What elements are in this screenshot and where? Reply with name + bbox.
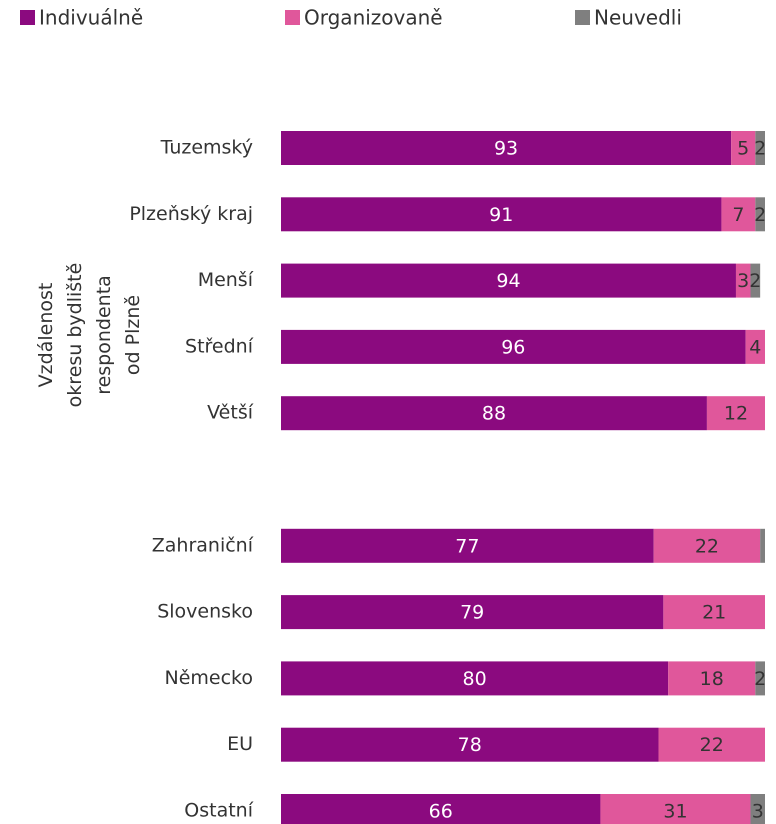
bar-segment [281,661,669,696]
bar-segment [663,595,765,630]
category-label: Německo [165,667,254,689]
data-label: 7 [732,204,744,226]
data-label: 3 [752,801,764,823]
bar-segment [600,794,751,824]
bar-segment [755,197,765,232]
category-label: Plzeňský kraj [129,203,253,225]
data-label: 93 [494,138,518,160]
data-label: 21 [702,602,726,624]
bar-segment [281,528,654,563]
data-label: 88 [482,403,506,425]
data-label: 77 [455,535,479,557]
legend-label: Organizovaně [304,6,443,30]
category-label: Tuzemský [160,137,253,159]
bar-segment [731,131,756,165]
bar-segment [281,197,722,232]
data-label: 4 [749,336,761,358]
category-label: Zahraniční [152,534,254,556]
bar-segment [281,131,732,165]
data-label: 91 [489,204,513,226]
y-axis-label-line: respondenta [93,275,115,395]
bar-segment [755,661,765,696]
data-label: 3 [737,270,749,292]
category-label: Střední [185,335,254,357]
legend-swatch [20,10,35,25]
data-label: 66 [429,801,453,823]
bar-segment [755,131,765,165]
y-axis-label-line: od Plzně [122,295,144,375]
y-axis-label-line: okresu bydliště [64,263,86,408]
data-label: 79 [460,602,484,624]
bar-segment [281,329,746,364]
data-label: 2 [754,138,766,160]
bar-segment [706,396,765,431]
bar-segment [721,197,756,232]
bar-segment [760,528,765,563]
category-label: Menší [198,269,254,291]
bar-segment [281,396,707,431]
category-label: Větší [207,402,254,424]
legend-swatch [285,10,300,25]
bar-segment [281,263,736,298]
y-axis-label: Vzdálenost okresu bydliště respondenta od P… [35,263,144,408]
bar-segment [653,528,761,563]
data-label: 80 [463,668,487,690]
data-label: 31 [663,801,687,823]
bar-segment [658,727,765,762]
legend-swatch [575,10,590,25]
legend-label: Neuvedli [594,6,682,30]
data-label: 2 [754,204,766,226]
bar-segment [750,263,761,298]
data-label: 18 [700,668,724,690]
category-label: Ostatní [184,800,253,822]
bar-segment [750,794,765,824]
data-label: 12 [724,403,748,425]
data-label: 2 [749,270,761,292]
bar-segment [281,794,601,824]
bar-segment [281,595,664,630]
bar-segment [745,329,765,364]
data-label: 5 [737,138,749,160]
y-axis-label-line: Vzdálenost [35,283,57,388]
data-label: 94 [496,270,520,292]
bar-segment [668,661,756,696]
bar-segment [735,263,751,298]
legend-label: Indivuálně [39,6,143,30]
data-label: 22 [700,734,724,756]
data-label: 2 [754,668,766,690]
bar-segment [281,727,659,762]
data-label: 96 [501,336,525,358]
data-label: 78 [458,734,482,756]
category-label: Slovensko [157,601,253,623]
data-label: 22 [695,535,719,557]
category-label: EU [227,733,253,755]
